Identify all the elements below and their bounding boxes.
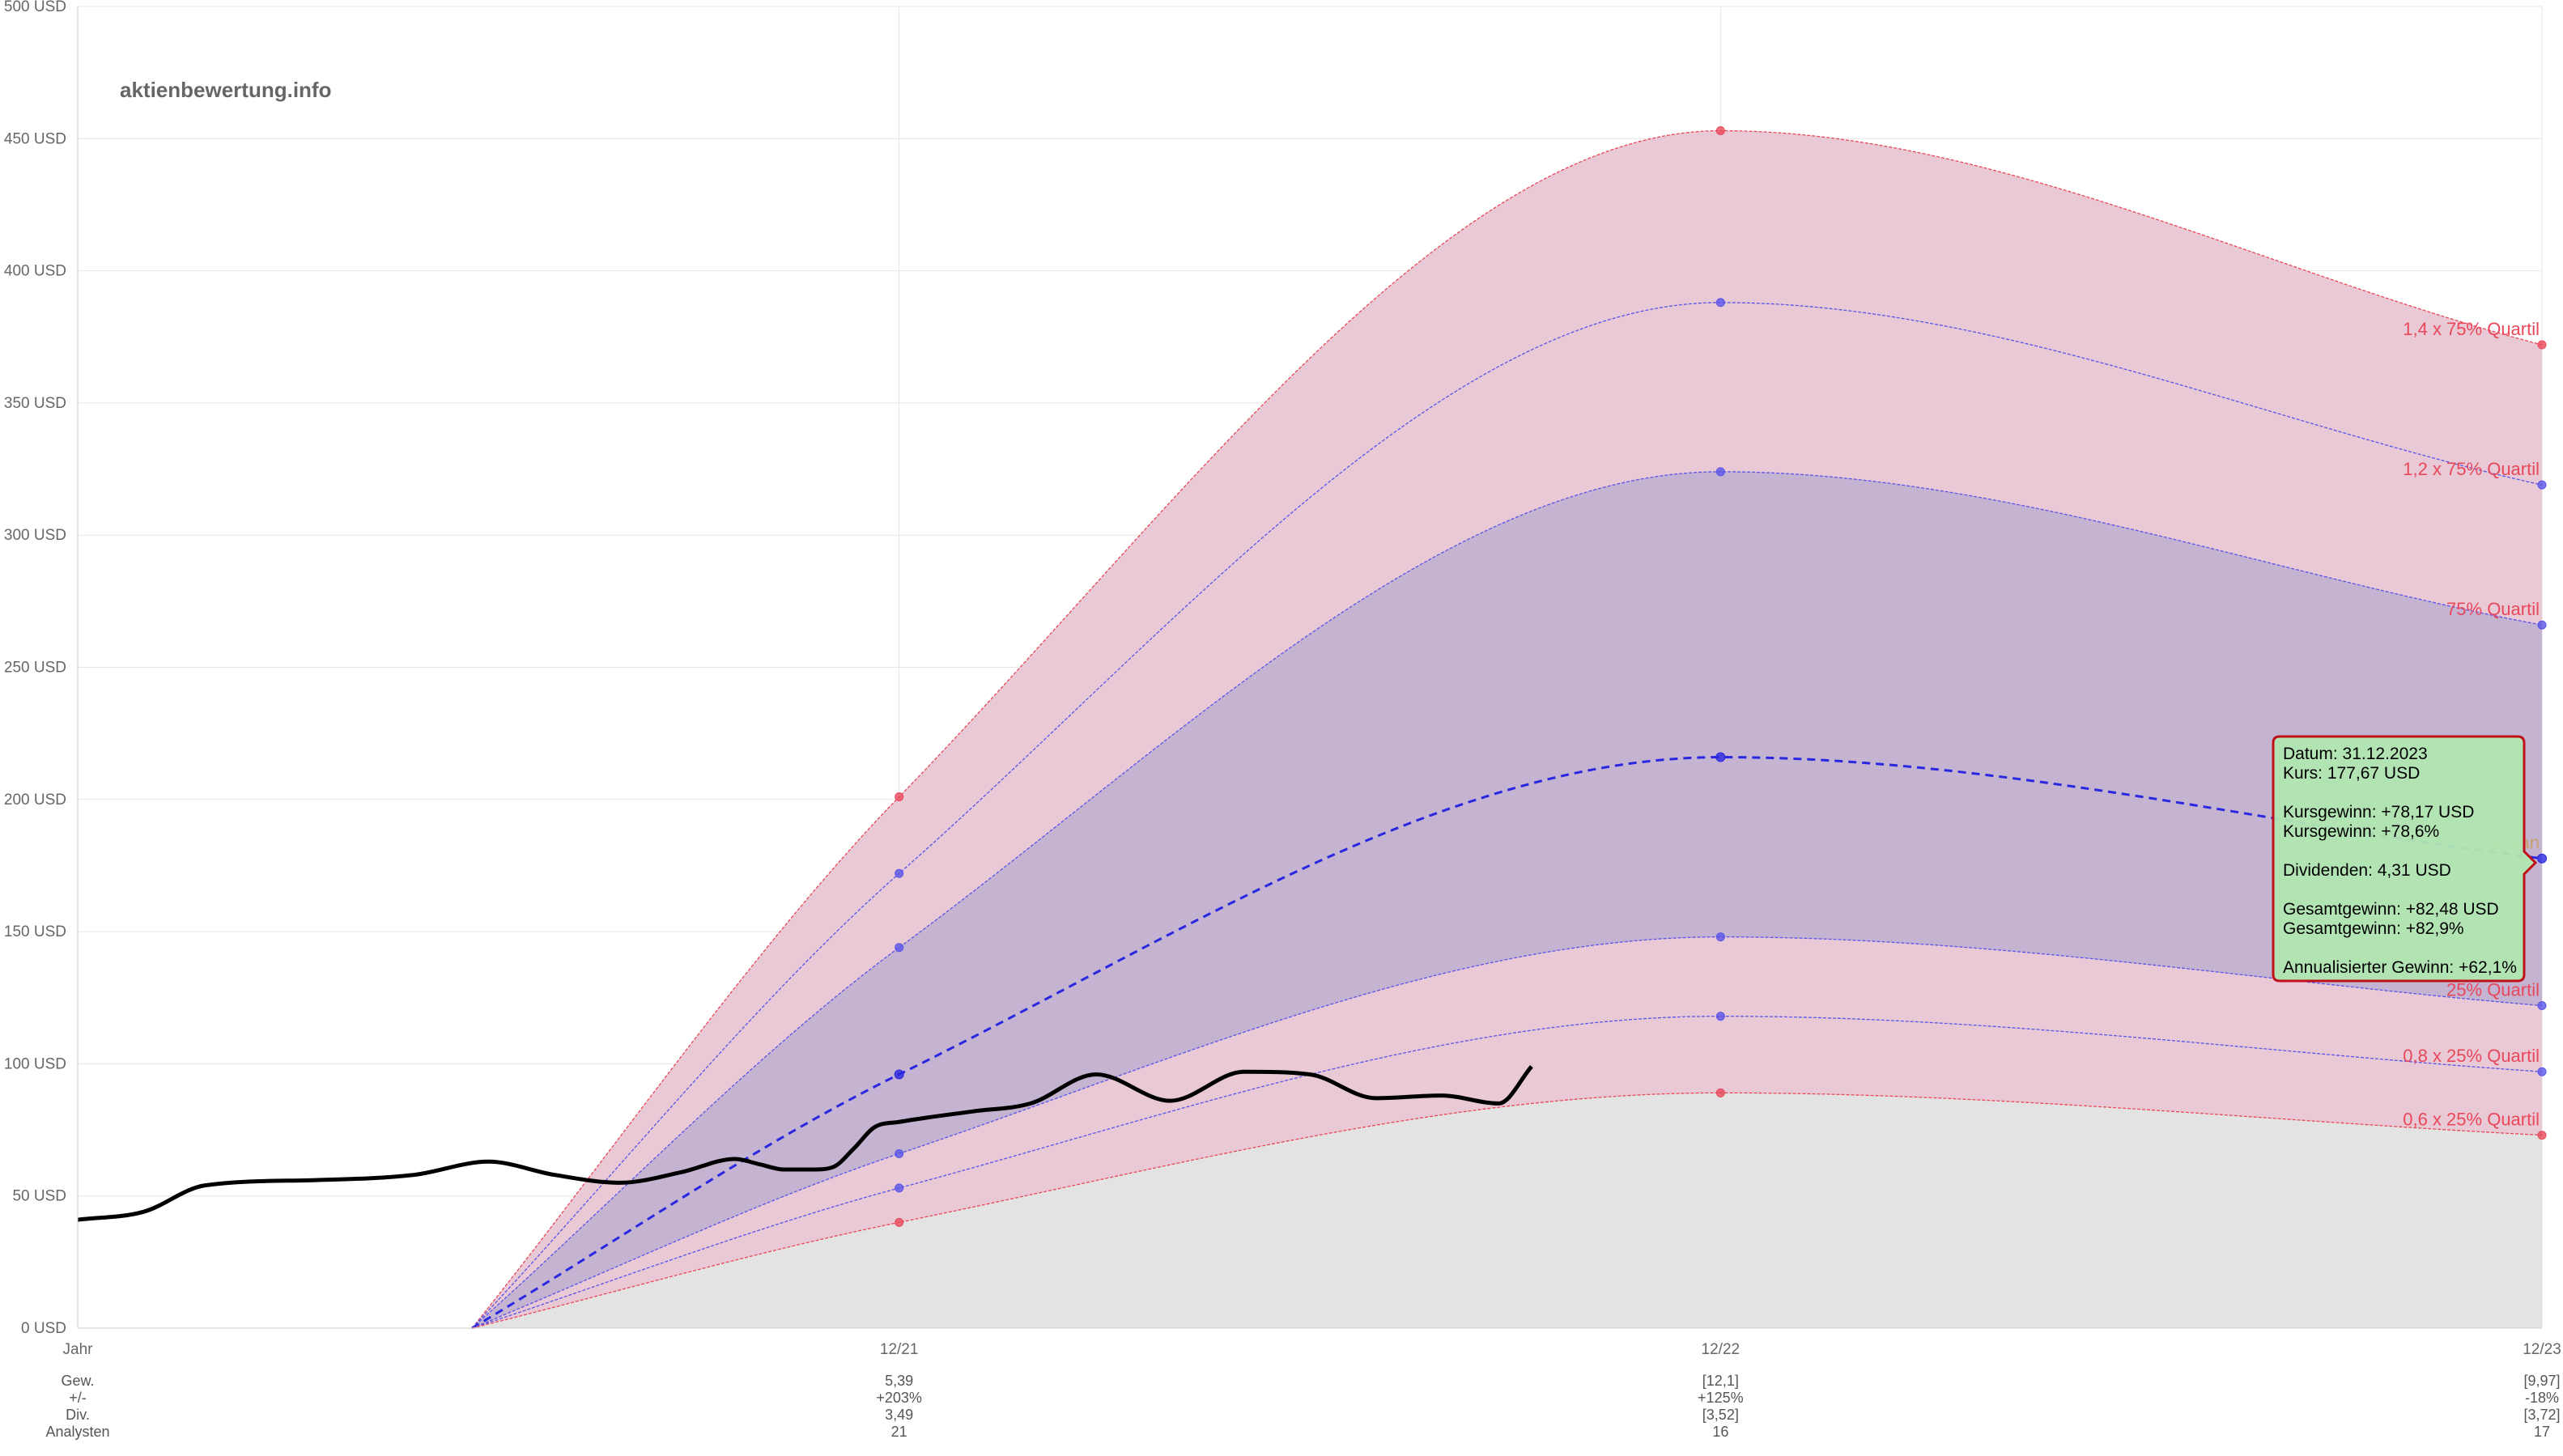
tooltip-line: Kurs: 177,67 USD [2283, 764, 2420, 783]
band-label: 1,4 x 75% Quartil [2403, 319, 2540, 339]
table-row-label: Analysten [45, 1424, 109, 1440]
tooltip-line: Datum: 31.12.2023 [2283, 745, 2428, 763]
table-cell: 5,39 [885, 1373, 913, 1389]
band-point [894, 1069, 904, 1080]
table-cell: 17 [2534, 1424, 2550, 1440]
band-line [471, 1092, 2543, 1329]
table-cell: -18% [2525, 1390, 2559, 1406]
x-tick-label: 12/21 [880, 1341, 919, 1358]
y-tick-label: 200 USD [4, 792, 66, 809]
band-point [2537, 340, 2547, 350]
price-series [77, 1065, 1533, 1222]
table-cell: [9,97] [2523, 1373, 2560, 1389]
band-line [471, 129, 2543, 1329]
band-point [2537, 1001, 2547, 1011]
tooltip-line: Kursgewinn: +78,6% [2283, 822, 2439, 841]
floor-area [472, 1093, 2542, 1328]
y-tick-label: 350 USD [4, 395, 66, 412]
table-row-label: +/- [69, 1390, 87, 1406]
tooltip-line: Gesamtgewinn: +82,48 USD [2283, 900, 2499, 919]
tooltip-line: Kursgewinn: +78,17 USD [2283, 803, 2474, 821]
table-row-label: Div. [66, 1407, 90, 1423]
x-tick-label: 12/23 [2523, 1341, 2561, 1358]
y-tick-label: 250 USD [4, 660, 66, 677]
band-point [1715, 298, 1725, 308]
band-label: 1,2 x 75% Quartil [2403, 459, 2540, 479]
tooltip-box [2272, 735, 2538, 983]
band-point [1715, 752, 1726, 762]
band-point [2537, 1067, 2547, 1076]
tooltip-line: Dividenden: 4,31 USD [2283, 861, 2451, 880]
band-label: 25% Quartil [2446, 980, 2540, 1000]
y-tick-label: 150 USD [4, 923, 66, 940]
y-tick-label: 300 USD [4, 527, 66, 544]
table-cell: 16 [1712, 1424, 1728, 1440]
table-cell: [3,52] [1702, 1407, 1739, 1423]
table-cell: 3,49 [885, 1407, 913, 1423]
band-line [471, 1015, 2543, 1329]
band-point [895, 1217, 904, 1227]
table-cell: +125% [1698, 1390, 1744, 1406]
band-line [471, 302, 2543, 1329]
band-point [1715, 1088, 1725, 1097]
y-tick-label: 50 USD [12, 1188, 66, 1205]
y-tick-label: 400 USD [4, 263, 66, 280]
table-cell: 21 [891, 1424, 907, 1440]
band-label: 0,8 x 25% Quartil [2403, 1046, 2540, 1066]
axes: 0 USD 50 USD 100 USD 150 USD 200 USD 250 USD 3… [4, 0, 2561, 1358]
table-cell: +203% [876, 1390, 922, 1406]
watermark: aktienbewertung.info [120, 78, 331, 102]
y-tick-label: 0 USD [21, 1320, 66, 1337]
band-point [1715, 126, 1725, 136]
band-lines [471, 126, 2547, 1330]
band-label: 75% Quartil [2446, 599, 2540, 619]
x-tick-label: 12/22 [1702, 1341, 1741, 1358]
band-line [471, 936, 2543, 1329]
tooltip-line: Gesamtgewinn: +82,9% [2283, 919, 2464, 938]
band-point [895, 792, 904, 802]
band-point [895, 943, 904, 953]
band-point [2537, 480, 2547, 490]
y-tick-label: 450 USD [4, 130, 66, 147]
band-point [2537, 620, 2547, 630]
price-line [77, 1065, 1533, 1222]
band-point [895, 868, 904, 878]
band-point [895, 1183, 904, 1193]
x-axis-label: Jahr [63, 1341, 94, 1358]
table-cell: [3,72] [2523, 1407, 2560, 1423]
tooltip-line: Annualisierter Gewinn: +62,1% [2283, 958, 2517, 977]
inner-band-area [472, 471, 2542, 1329]
y-tick-label: 500 USD [4, 0, 66, 15]
band-line [471, 471, 2543, 1329]
band-point [2537, 1131, 2547, 1140]
y-tick-label: 100 USD [4, 1055, 66, 1072]
band-fills [472, 130, 2542, 1329]
band-point [1715, 932, 1725, 942]
band-point [1715, 1012, 1725, 1021]
table-cell: [12,1] [1702, 1373, 1739, 1389]
band-line [471, 756, 2543, 1330]
band-point [2537, 853, 2547, 864]
band-point [1715, 467, 1725, 477]
band-point [895, 1148, 904, 1158]
band-label: 0,6 x 25% Quartil [2403, 1110, 2540, 1130]
table-row-label: Gew. [61, 1373, 94, 1389]
